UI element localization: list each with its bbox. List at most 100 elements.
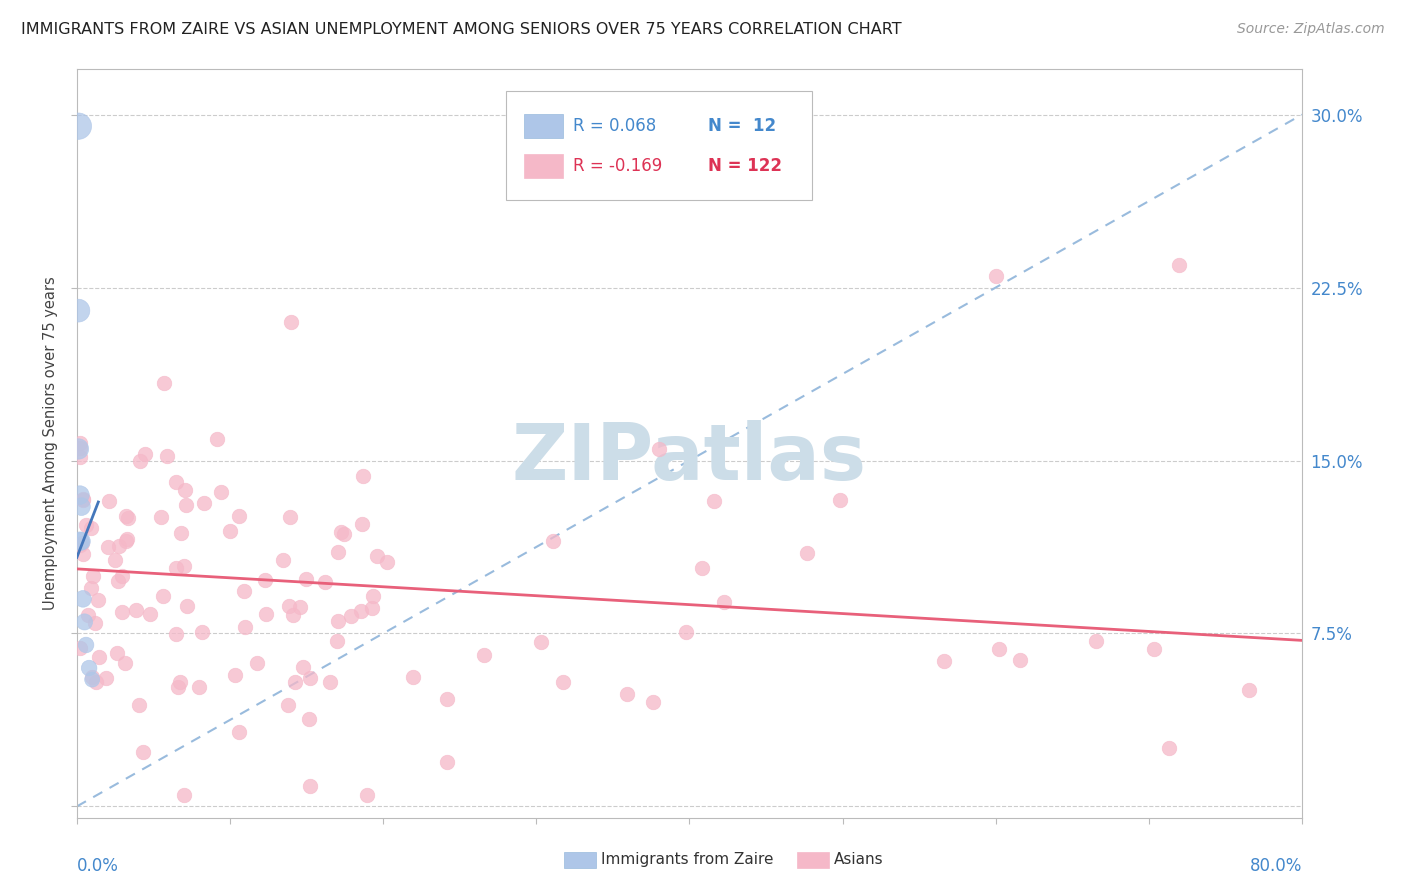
Point xyxy=(77,608,100,623)
Point xyxy=(402,670,425,684)
Point xyxy=(326,634,349,648)
FancyBboxPatch shape xyxy=(524,114,564,138)
Point xyxy=(73,615,96,629)
Point xyxy=(932,654,955,668)
Point xyxy=(72,547,94,561)
Point xyxy=(1143,642,1166,657)
Point xyxy=(188,681,211,695)
Point xyxy=(111,605,134,619)
Point xyxy=(69,538,91,552)
Text: Immigrants from Zaire: Immigrants from Zaire xyxy=(602,853,773,867)
Point xyxy=(205,432,228,446)
Point xyxy=(128,698,150,713)
Point xyxy=(361,601,384,615)
Point xyxy=(107,539,129,553)
Point xyxy=(176,599,198,613)
Point xyxy=(82,569,104,583)
Point xyxy=(277,698,299,713)
Point xyxy=(284,675,307,690)
Point xyxy=(352,469,374,483)
Point xyxy=(193,496,215,510)
Point xyxy=(87,592,110,607)
Point xyxy=(361,589,384,603)
Point xyxy=(339,608,361,623)
Point xyxy=(134,447,156,461)
Point xyxy=(129,454,152,468)
Point xyxy=(80,521,103,535)
Point xyxy=(169,674,191,689)
Point xyxy=(280,315,302,329)
Point xyxy=(153,376,176,391)
Point xyxy=(1084,634,1107,648)
Point xyxy=(104,552,127,566)
Y-axis label: Unemployment Among Seniors over 75 years: Unemployment Among Seniors over 75 years xyxy=(44,277,58,610)
Point xyxy=(98,493,121,508)
Point xyxy=(70,534,93,549)
Point xyxy=(1157,741,1180,756)
Point xyxy=(616,687,638,701)
Point xyxy=(984,268,1007,283)
Point xyxy=(173,483,195,497)
Point xyxy=(796,546,818,560)
Point xyxy=(80,581,103,595)
Point xyxy=(233,619,256,633)
Point xyxy=(165,627,187,641)
Point xyxy=(84,675,107,690)
Point xyxy=(165,561,187,575)
Point xyxy=(115,532,138,546)
Point xyxy=(69,441,91,455)
Point xyxy=(299,779,322,793)
Text: ZIPatlas: ZIPatlas xyxy=(512,420,868,496)
FancyBboxPatch shape xyxy=(797,852,830,868)
Point xyxy=(124,603,146,617)
Point xyxy=(139,607,162,621)
Point xyxy=(111,568,134,582)
Point xyxy=(115,508,138,523)
Point xyxy=(254,607,277,621)
Point xyxy=(82,673,104,687)
Point xyxy=(69,436,91,450)
Point xyxy=(77,661,100,675)
Point xyxy=(67,119,90,133)
Point xyxy=(173,788,195,802)
Point xyxy=(436,755,458,769)
Point xyxy=(987,642,1010,657)
Point xyxy=(75,638,97,652)
Point xyxy=(648,442,671,456)
Point xyxy=(472,648,495,662)
Text: 0.0%: 0.0% xyxy=(77,857,118,875)
Point xyxy=(132,745,155,759)
Point xyxy=(209,484,232,499)
Point xyxy=(292,660,315,674)
Point xyxy=(277,599,299,613)
Text: N = 122: N = 122 xyxy=(707,157,782,175)
Point xyxy=(69,534,91,549)
Point xyxy=(70,500,93,514)
Point xyxy=(298,712,321,726)
Point xyxy=(75,518,97,533)
Text: IMMIGRANTS FROM ZAIRE VS ASIAN UNEMPLOYMENT AMONG SENIORS OVER 75 YEARS CORRELAT: IMMIGRANTS FROM ZAIRE VS ASIAN UNEMPLOYM… xyxy=(21,22,901,37)
Point xyxy=(174,499,197,513)
Point xyxy=(350,516,373,531)
Point xyxy=(298,671,321,685)
Point xyxy=(72,591,94,606)
Point xyxy=(107,574,129,588)
Point xyxy=(333,526,356,541)
Text: 80.0%: 80.0% xyxy=(1250,857,1302,875)
Point xyxy=(228,725,250,739)
Point xyxy=(295,572,318,586)
Point xyxy=(114,656,136,670)
Text: Source: ZipAtlas.com: Source: ZipAtlas.com xyxy=(1237,22,1385,37)
Point xyxy=(82,670,104,684)
Point xyxy=(228,508,250,523)
Point xyxy=(72,493,94,508)
Point xyxy=(326,545,349,559)
Point xyxy=(436,692,458,706)
Text: R = 0.068: R = 0.068 xyxy=(574,117,657,136)
Point xyxy=(253,574,276,588)
Point xyxy=(675,625,697,640)
Point xyxy=(150,510,173,524)
Point xyxy=(553,675,575,690)
Point xyxy=(191,624,214,639)
Point xyxy=(326,614,349,628)
